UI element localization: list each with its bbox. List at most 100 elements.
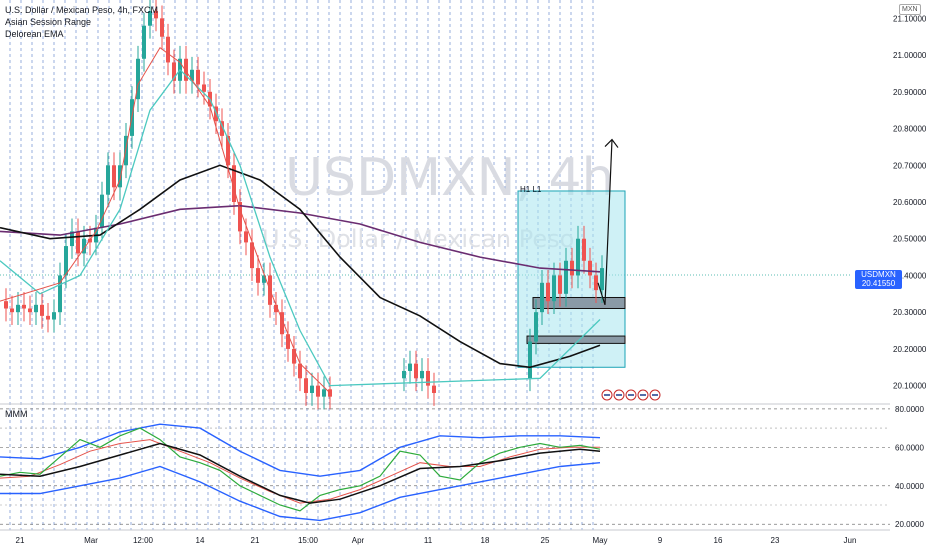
- candle-body: [414, 363, 418, 379]
- candle-body: [304, 378, 308, 393]
- candle-body: [4, 301, 8, 309]
- candle-body: [432, 385, 436, 393]
- osc-signal-line: [0, 439, 600, 504]
- candle-body: [316, 385, 320, 397]
- arrow-head: [604, 138, 619, 148]
- osc-lower-band: [0, 462, 601, 522]
- candle-body: [588, 260, 592, 276]
- time-tick-label: 16: [714, 536, 723, 545]
- candle-body: [70, 231, 74, 247]
- h1-l1-label: H1 L1: [520, 185, 542, 194]
- candle-body: [426, 370, 430, 386]
- candle-body: [594, 275, 598, 291]
- price-tick-label: 21.00000: [893, 51, 927, 60]
- countdown: 01:22:16: [862, 288, 895, 297]
- price-tick-label: 20.90000: [893, 88, 927, 97]
- candle-body: [582, 238, 586, 261]
- candle-body: [190, 69, 194, 81]
- candle-body: [420, 370, 424, 379]
- ema-fast-line: [0, 46, 331, 394]
- time-tick-label: 12:00: [133, 536, 154, 545]
- candle-body: [82, 238, 86, 254]
- candle-body: [226, 135, 230, 166]
- candle-body: [310, 385, 314, 393]
- candle-body: [202, 84, 206, 92]
- arrow-line: [597, 139, 613, 306]
- support-zone: [532, 296, 626, 310]
- indicator-delorean-ema[interactable]: Delorean EMA: [5, 29, 64, 39]
- ema-mid-line: [0, 68, 601, 387]
- time-tick-label: 21: [16, 536, 25, 545]
- indicator-asian-session[interactable]: Asian Session Range: [5, 17, 92, 27]
- projection-arrow: [597, 138, 619, 306]
- time-tick-label: Apr: [352, 536, 365, 545]
- candle-body: [570, 260, 574, 276]
- price-axis[interactable]: 21.10000 21.00000 20.90000 20.80000 20.70000…: [893, 14, 927, 529]
- candle-body: [274, 304, 278, 313]
- price-tick-label: 20.50000: [893, 235, 927, 244]
- candle-body: [244, 231, 248, 243]
- price-tick-label: 20.60000: [893, 198, 927, 207]
- candle-body: [166, 36, 170, 63]
- candle-body: [576, 238, 580, 276]
- osc-tick-label: 20.0000: [895, 520, 924, 529]
- time-axis[interactable]: 21 Mar 12:00 14 21 15:00 Apr 11 18 25 May 9 16 23 Jun: [16, 536, 857, 545]
- time-tick-label: 21: [251, 536, 260, 545]
- candle-body: [546, 282, 550, 302]
- flag-icons: [601, 389, 661, 401]
- current-symbol: USDMXN: [861, 270, 896, 279]
- candle-body: [118, 165, 122, 188]
- candle-body: [238, 202, 242, 232]
- price-tick-label: 20.70000: [893, 161, 927, 170]
- time-tick-label: 9: [658, 536, 663, 545]
- candle-body: [564, 260, 568, 294]
- symbol-title[interactable]: U.S. Dollar / Mexican Peso, 4h, FXCM: [5, 5, 159, 15]
- price-tick-label: 20.30000: [893, 308, 927, 317]
- time-tick-label: 23: [771, 536, 780, 545]
- time-tick-label: Jun: [844, 536, 857, 545]
- price-tick-label: 21.10000: [893, 14, 927, 23]
- candle-body: [220, 121, 224, 136]
- delorean-ema-lines: [0, 46, 601, 394]
- candle-body: [112, 165, 116, 188]
- candle-body: [298, 363, 302, 379]
- candle-body: [408, 363, 412, 371]
- candle-body: [142, 25, 146, 59]
- osc-trend-line: [0, 442, 601, 504]
- candle-body: [402, 370, 406, 379]
- price-tick-label: 20.40000: [893, 271, 927, 280]
- price-tick-label: 20.20000: [893, 345, 927, 354]
- candle-body: [52, 312, 56, 320]
- candle-body: [528, 341, 532, 379]
- osc-tick-label: 40.0000: [895, 482, 924, 491]
- currency-badge[interactable]: MXN: [899, 4, 921, 15]
- candle-body: [10, 308, 14, 313]
- candle-body: [232, 165, 236, 202]
- chart-legend: U.S. Dollar / Mexican Peso, 4h, FXCM Asi…: [5, 4, 158, 40]
- mmm-indicator-label[interactable]: MMM: [5, 409, 28, 419]
- candle-body: [540, 282, 544, 313]
- candle-body: [106, 165, 110, 195]
- candle-body: [100, 194, 104, 228]
- current-price: 20.41550: [861, 279, 896, 288]
- candle-body: [160, 18, 164, 37]
- time-tick-label: 11: [424, 536, 433, 545]
- candle-body: [16, 304, 20, 313]
- candle-body: [534, 312, 538, 342]
- candle-body: [22, 304, 26, 309]
- candle-body: [600, 268, 604, 291]
- candle-body: [40, 304, 44, 316]
- candle-body: [256, 268, 260, 283]
- time-tick-label: Mar: [84, 536, 98, 545]
- candle-body: [154, 11, 158, 19]
- candle-body: [196, 69, 200, 85]
- time-tick-label: 18: [481, 536, 490, 545]
- osc-upper-band: [0, 423, 601, 477]
- candle-body: [184, 58, 188, 81]
- candle-body: [250, 242, 254, 269]
- candle-body: [34, 304, 38, 313]
- candle-body: [322, 389, 326, 397]
- osc-main-line: [0, 427, 601, 512]
- price-tick-label: 20.80000: [893, 125, 927, 134]
